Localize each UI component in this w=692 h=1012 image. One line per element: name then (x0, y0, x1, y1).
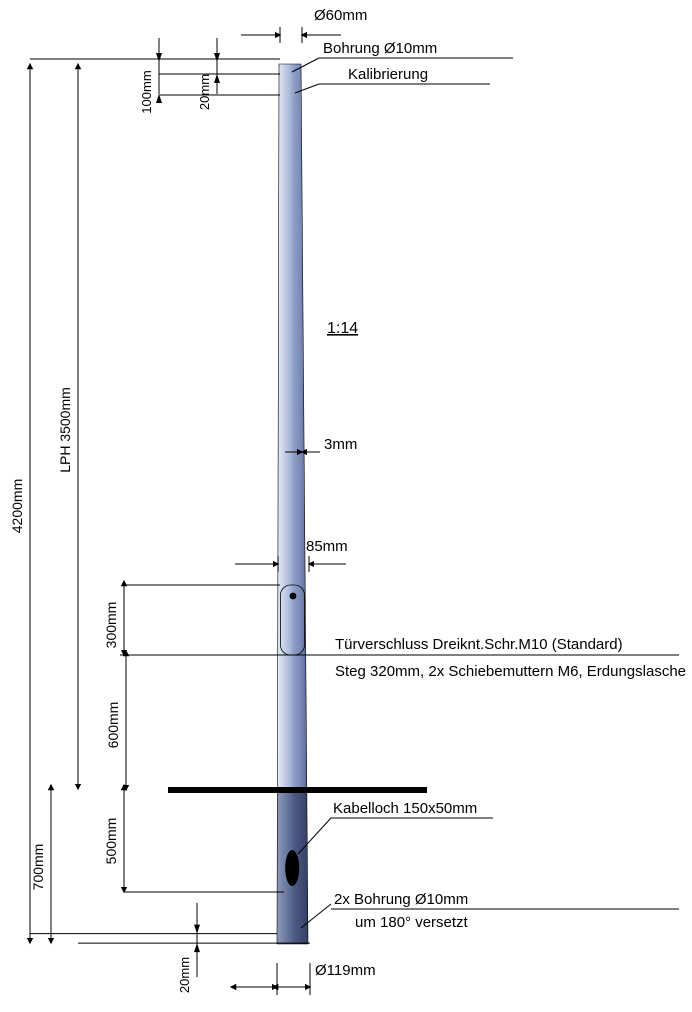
svg-text:20mm: 20mm (177, 957, 192, 993)
svg-text:Steg 320mm, 2x Schiebemuttern: Steg 320mm, 2x Schiebemuttern M6, Erdung… (335, 663, 686, 680)
svg-text:Kabelloch 150x50mm: Kabelloch 150x50mm (333, 800, 477, 817)
svg-text:3mm: 3mm (324, 436, 357, 453)
svg-text:Bohrung Ø10mm: Bohrung Ø10mm (323, 40, 437, 57)
svg-text:Türverschluss Dreiknt.Schr.M10: Türverschluss Dreiknt.Schr.M10 (Standard… (335, 636, 623, 653)
svg-text:300mm: 300mm (103, 602, 119, 649)
svg-text:Ø60mm: Ø60mm (314, 7, 367, 24)
svg-text:20mm: 20mm (197, 74, 212, 110)
svg-text:2x Bohrung Ø10mm: 2x Bohrung Ø10mm (334, 891, 468, 908)
svg-text:um 180° versetzt: um 180° versetzt (355, 914, 469, 931)
svg-text:Kalibrierung: Kalibrierung (348, 66, 428, 83)
svg-text:Ø119mm: Ø119mm (315, 962, 376, 979)
svg-text:700mm: 700mm (30, 844, 46, 891)
svg-text:500mm: 500mm (103, 818, 119, 865)
svg-text:LPH 3500mm: LPH 3500mm (57, 387, 73, 473)
svg-text:600mm: 600mm (105, 702, 121, 749)
svg-text:85mm: 85mm (306, 538, 348, 555)
svg-text:4200mm: 4200mm (9, 479, 25, 533)
svg-text:100mm: 100mm (139, 70, 154, 113)
svg-text:1:14: 1:14 (327, 320, 358, 337)
